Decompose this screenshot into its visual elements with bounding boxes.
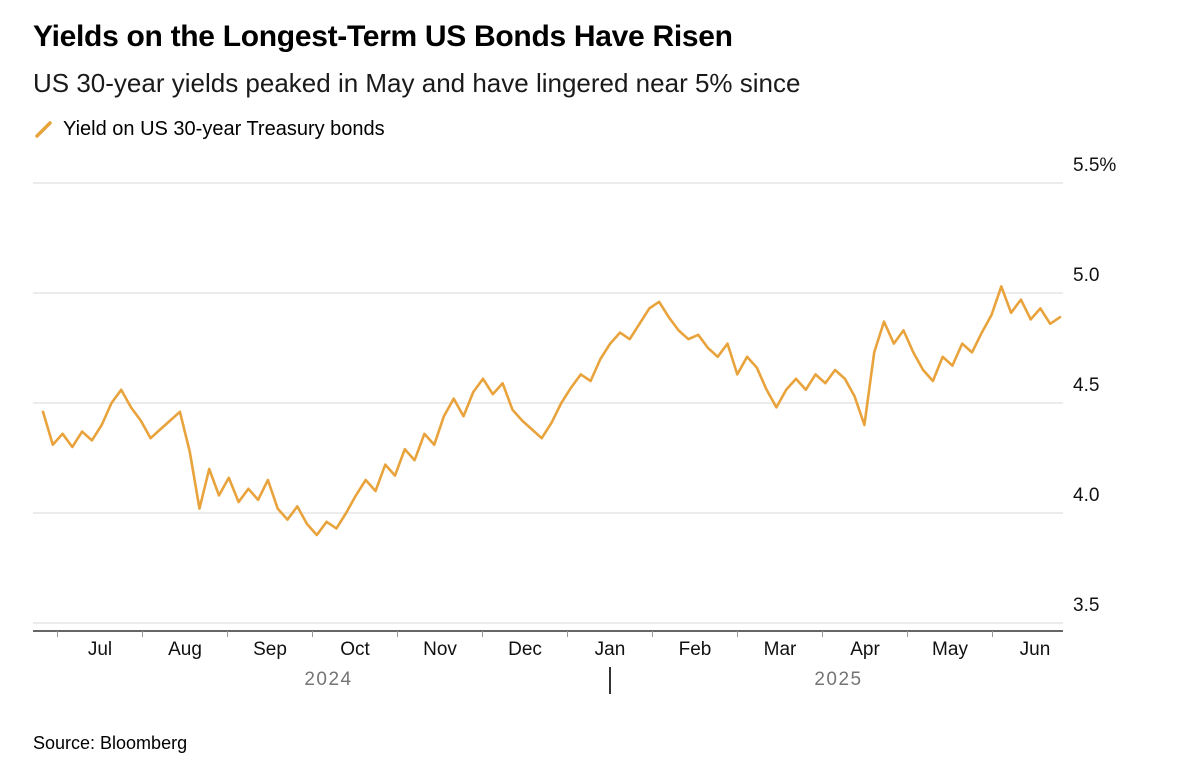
x-axis-month-label: Oct — [340, 639, 370, 660]
x-axis-month-label: Mar — [763, 639, 797, 660]
chart-subtitle: US 30-year yields peaked in May and have… — [33, 68, 801, 98]
x-axis-month-label: Aug — [168, 639, 202, 660]
x-axis-month-label: Jun — [1019, 639, 1051, 660]
y-axis-label: 4.5 — [1073, 375, 1100, 396]
y-axis-label: 5.0 — [1073, 265, 1100, 286]
year-label: 2024 — [304, 669, 353, 690]
chart-title: Yields on the Longest-Term US Bonds Have… — [33, 20, 733, 53]
legend-label: Yield on US 30-year Treasury bonds — [63, 118, 385, 140]
y-axis-label: 5.5% — [1073, 155, 1117, 176]
line-swatch-stroke — [35, 120, 52, 138]
y-axis-label: 3.5 — [1073, 595, 1100, 616]
legend: Yield on US 30-year Treasury bonds — [34, 118, 385, 141]
x-axis-month-label: Nov — [423, 639, 457, 660]
year-label: 2025 — [814, 669, 863, 690]
x-axis-month-label: Dec — [508, 639, 542, 660]
y-axis-label: 4.0 — [1073, 485, 1100, 506]
x-axis-month-label: Jul — [87, 639, 113, 660]
yield-line-series — [41, 285, 1062, 537]
x-axis-month-label: May — [932, 639, 968, 660]
line-swatch-icon — [35, 120, 52, 138]
x-axis-month-label: Feb — [678, 639, 712, 660]
x-axis-month-label: Sep — [253, 639, 287, 660]
x-axis-month-label: Jan — [594, 639, 626, 660]
x-axis-month-label: Apr — [850, 639, 880, 660]
source-note: Source: Bloomberg — [33, 733, 188, 753]
